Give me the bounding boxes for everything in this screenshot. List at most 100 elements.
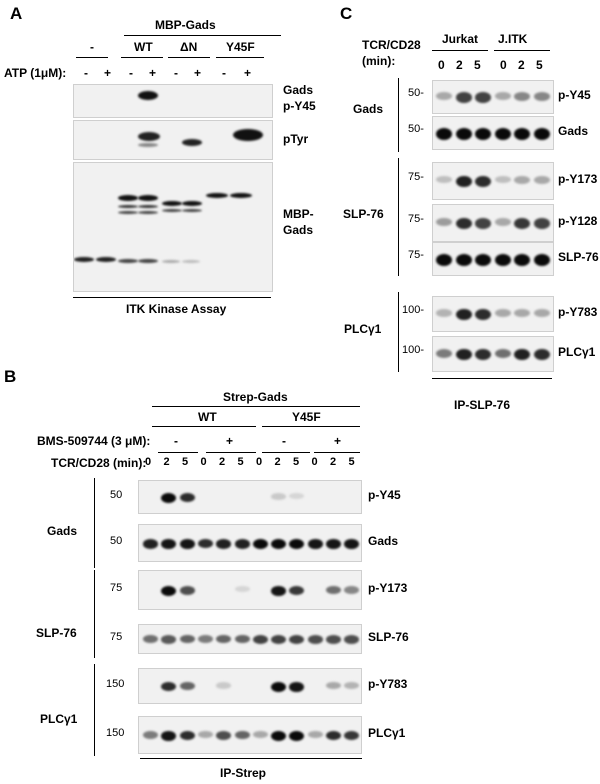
blot-gads [432, 116, 554, 150]
panel-a-letter: A [10, 4, 23, 23]
panel-b-group-bracket [94, 478, 95, 568]
blot-band [514, 254, 530, 266]
blot-band [271, 635, 287, 644]
blot-band [179, 731, 195, 741]
blot-band [161, 539, 177, 549]
blot-band [533, 128, 550, 140]
blot-band [436, 128, 452, 140]
blot-band [533, 176, 550, 184]
mw-marker: 75- [408, 171, 424, 183]
blot-band [436, 349, 452, 358]
blot-band [436, 254, 452, 266]
blot-band [162, 201, 182, 206]
blot-band [252, 731, 268, 739]
blot-band [161, 731, 177, 741]
time-point: 2 [518, 58, 525, 72]
blot-band [138, 91, 158, 100]
lane-sign: + [194, 66, 202, 80]
blot-band [138, 205, 158, 208]
time-point: 5 [293, 456, 300, 468]
blot-band [494, 128, 511, 140]
blot-p-y45 [432, 80, 554, 114]
blot-band [475, 218, 491, 229]
blot-band [326, 635, 341, 644]
panel-b-group-rule [152, 426, 256, 427]
blot-band [179, 635, 195, 644]
blot-band [234, 539, 250, 549]
blot-band [271, 493, 287, 500]
mw-marker: 75 [110, 631, 123, 643]
blot-band [533, 92, 550, 101]
blot-band [179, 586, 195, 595]
panel-c-group-slp76: SLP-76 [343, 207, 384, 221]
blot-band [179, 682, 195, 691]
blot-band [307, 539, 323, 549]
blot-band [455, 309, 472, 321]
blot-band [197, 635, 213, 643]
lane-sign: + [149, 66, 157, 80]
panel-a-label-gads-py45: Gads p-Y45 [283, 82, 316, 114]
blot-band [436, 176, 452, 184]
time-point: 2 [219, 456, 226, 468]
mw-marker: 75- [408, 249, 424, 261]
time-point: 0 [311, 456, 318, 468]
blot-band [344, 586, 360, 594]
blot-band [230, 193, 252, 198]
blot-label: p-Y45 [368, 488, 401, 502]
blot-band [161, 682, 177, 692]
panel-c-letter: C [340, 4, 353, 23]
panel-b-group-rule [262, 426, 360, 427]
blot-label: PLCγ1 [368, 726, 406, 740]
blot-band [475, 309, 491, 321]
panel-c-group-gads: Gads [353, 102, 384, 116]
blot-band [514, 128, 530, 140]
blot-band [494, 176, 511, 184]
blot-label: p-Y783 [368, 677, 408, 691]
blot-label: Gads [368, 534, 399, 548]
panel-a-group-rule [216, 57, 264, 58]
blot-band [533, 309, 550, 317]
blot-band [289, 635, 305, 644]
blot-label: p-Y173 [368, 581, 408, 595]
blot-band [307, 731, 323, 739]
blot-band [216, 539, 232, 549]
blot-band [234, 635, 250, 644]
panel-c-group-bracket [398, 78, 399, 152]
time-point: 0 [438, 58, 445, 72]
blot-p-y45 [138, 480, 362, 514]
panel-b-construct-rule [152, 406, 360, 407]
blot-band [455, 128, 472, 140]
blot-band [161, 635, 177, 644]
panel-a-construct-rule [124, 35, 281, 36]
panel-c-group-bracket [398, 158, 399, 276]
panel-a-label-ptyr: pTyr [283, 132, 309, 146]
blot-band [494, 254, 511, 266]
blot-band [138, 143, 158, 147]
blot-band [514, 218, 530, 229]
blot-band [118, 205, 138, 208]
panel-a-footer: ITK Kinase Assay [126, 302, 227, 316]
blot-band [271, 586, 287, 596]
blot-slp-76 [432, 242, 554, 276]
inhibitor-sign: + [226, 434, 234, 448]
blot-band [289, 731, 305, 741]
panel-b-group-gads: Gads [47, 524, 78, 538]
blot-label: p-Y783 [558, 305, 598, 319]
blot-band [252, 539, 268, 549]
blot-p-y128 [432, 204, 554, 242]
blot-band [494, 349, 511, 359]
mw-marker: 150 [106, 678, 125, 690]
blot-band [252, 635, 268, 644]
time-point: 0 [256, 456, 263, 468]
blot-band [344, 635, 360, 644]
blot-band [326, 539, 341, 549]
blot-band [514, 309, 530, 317]
panel-b-time-label: TCR/CD28 (min): [51, 456, 147, 470]
blot-band [514, 176, 530, 184]
blot-band [118, 211, 138, 214]
blot-band [455, 176, 472, 188]
panel-a-footer-rule [73, 297, 271, 298]
blot-band [138, 195, 158, 201]
blot-band [197, 731, 213, 739]
mw-marker: 50- [408, 123, 424, 135]
